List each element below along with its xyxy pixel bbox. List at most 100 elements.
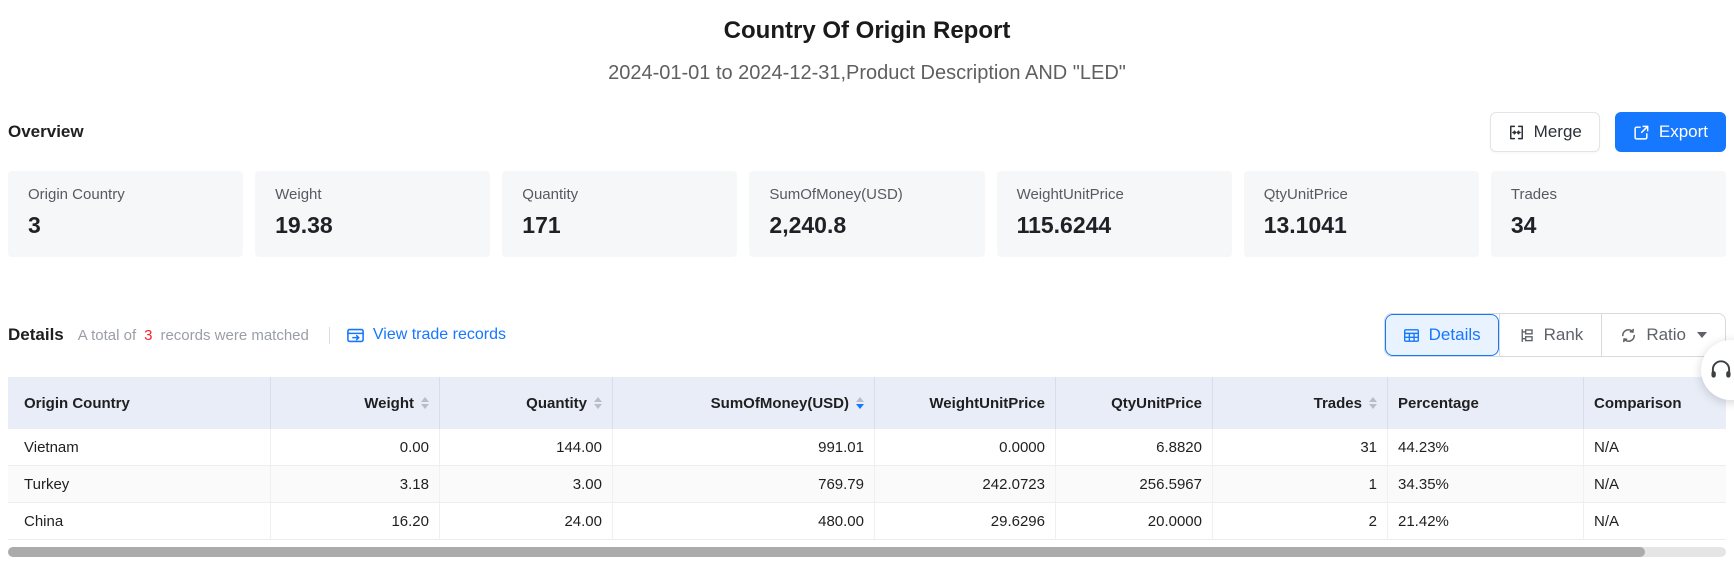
table-row-china: China 16.20 24.00 480.00 29.6296 20.0000 2 21.4… — [8, 503, 1726, 540]
card-value: 13.1041 — [1263, 212, 1347, 238]
summary-suffix: records were matched — [160, 326, 309, 344]
cell-comparison: N/A — [1594, 512, 1620, 530]
sort-carets-icon — [1369, 397, 1377, 409]
overview-card-trades: Trades 34 — [1490, 171, 1726, 257]
sort-carets-icon — [594, 397, 602, 409]
overview-heading: Overview — [8, 122, 84, 141]
overview-card-weightunitprice: WeightUnitPrice 115.6244 — [996, 171, 1232, 257]
card-label: QtyUnitPrice — [1263, 186, 1348, 203]
match-summary: A total of 3 records were matched — [78, 327, 309, 344]
column-label: SumOfMoney(USD) — [710, 394, 849, 412]
merge-button[interactable]: Merge — [1489, 112, 1600, 152]
cell-comparison: N/A — [1594, 438, 1620, 456]
column-header-origin-country: Origin Country — [8, 377, 271, 429]
cell-qtyunitprice: 6.8820 — [1056, 429, 1213, 465]
summary-prefix: A total of — [77, 326, 137, 344]
cell-sumofmoney-usd: 769.79 — [613, 466, 875, 502]
ratio-sync-icon — [1622, 328, 1636, 342]
headset-icon — [1711, 360, 1731, 378]
chevron-down-icon — [1697, 332, 1707, 338]
cell-comparison: N/A — [1594, 475, 1620, 493]
column-header-comparison: Comparison — [1584, 377, 1726, 429]
cell-origin-country: Turkey — [8, 466, 271, 502]
column-label: Trades — [1313, 394, 1362, 412]
cell-trades: 31 — [1213, 429, 1388, 465]
cell-sumofmoney-usd: 991.01 — [613, 429, 875, 465]
card-label: WeightUnitPrice — [1016, 186, 1124, 203]
column-label: QtyUnitPrice — [1111, 394, 1202, 412]
column-header-weight[interactable]: Weight — [271, 377, 440, 429]
cell-weight: 16.20 — [271, 503, 440, 539]
view-mode-details-button[interactable]: Details — [1384, 314, 1499, 356]
column-header-quantity[interactable]: Quantity — [440, 377, 613, 429]
export-button-label: Export — [1658, 122, 1708, 141]
column-header-weightunitprice: WeightUnitPrice — [875, 377, 1056, 429]
cell-percentage: 21.42% — [1388, 503, 1584, 539]
table-icon — [1403, 328, 1419, 342]
view-mode-rank-button[interactable]: Rank — [1498, 314, 1602, 356]
view-mode-ratio-button[interactable]: Ratio — [1601, 314, 1725, 356]
column-header-qtyunitprice: QtyUnitPrice — [1056, 377, 1213, 429]
card-label: Weight — [275, 186, 322, 203]
column-header-trades[interactable]: Trades — [1213, 377, 1388, 429]
column-header-percentage: Percentage — [1388, 377, 1584, 429]
card-value: 19.38 — [275, 212, 333, 238]
card-label: Trades — [1510, 186, 1557, 203]
card-value: 2,240.8 — [769, 212, 847, 238]
export-button[interactable]: Export — [1614, 112, 1726, 152]
details-table: Origin Country Weight Quantity SumOfMoney(U… — [8, 377, 1726, 540]
table-row-turkey: Turkey 3.18 3.00 769.79 242.0723 256.5967 1 34.… — [8, 466, 1726, 503]
column-label: Comparison — [1594, 394, 1682, 412]
rank-icon — [1521, 328, 1533, 342]
table-row-vietnam: Vietnam 0.00 144.00 991.01 0.0000 6.8820 31 44.… — [8, 429, 1726, 466]
cell-percentage: 34.35% — [1388, 466, 1584, 502]
column-label: WeightUnitPrice — [929, 394, 1045, 412]
column-label: Weight — [364, 394, 414, 412]
merge-cells-icon — [1509, 125, 1523, 139]
overview-card-qtyunitprice: QtyUnitPrice 13.1041 — [1243, 171, 1479, 257]
overview-cards: Origin Country 3 Weight 19.38 Quantity 171 Sum… — [0, 171, 1734, 257]
overview-card-quantity: Quantity 171 — [502, 171, 738, 257]
card-value: 171 — [522, 212, 561, 238]
cell-weightunitprice: 242.0723 — [875, 466, 1056, 502]
cell-weightunitprice: 29.6296 — [875, 503, 1056, 539]
view-trade-records-link[interactable]: View trade records — [346, 326, 506, 345]
column-label: Percentage — [1398, 394, 1479, 412]
export-icon — [1634, 125, 1649, 140]
cell-qtyunitprice: 256.5967 — [1056, 466, 1213, 502]
page-title: Country Of Origin Report — [723, 17, 1011, 44]
overview-card-sumofmoney-usd: SumOfMoney(USD) 2,240.8 — [749, 171, 985, 257]
card-label: Origin Country — [28, 186, 125, 203]
column-label: Origin Country — [24, 394, 130, 412]
merge-button-label: Merge — [1533, 122, 1582, 141]
view-mode-rank-label: Rank — [1543, 325, 1584, 344]
cell-sumofmoney-usd: 480.00 — [613, 503, 875, 539]
cell-qtyunitprice: 20.0000 — [1056, 503, 1213, 539]
view-trade-records-label: View trade records — [372, 326, 506, 343]
view-mode-details-label: Details — [1428, 325, 1481, 344]
sort-carets-icon — [421, 397, 429, 409]
card-value: 115.6244 — [1016, 212, 1112, 238]
horizontal-scrollbar-thumb[interactable] — [8, 547, 1646, 557]
sort-carets-icon — [856, 397, 864, 409]
table-body: Vietnam 0.00 144.00 991.01 0.0000 6.8820 31 44.… — [8, 429, 1726, 540]
overview-card-weight: Weight 19.38 — [255, 171, 491, 257]
vertical-divider — [328, 326, 330, 344]
matched-count: 3 — [144, 326, 153, 344]
table-header-row: Origin Country Weight Quantity SumOfMoney(U… — [8, 377, 1726, 429]
trade-records-icon — [347, 328, 364, 342]
card-value: 34 — [1510, 212, 1537, 238]
column-header-sumofmoney-usd[interactable]: SumOfMoney(USD) — [613, 377, 875, 429]
cell-origin-country: China — [8, 503, 271, 539]
cell-weight: 3.18 — [271, 466, 440, 502]
overview-actions: Merge Export — [1489, 112, 1726, 152]
card-label: SumOfMoney(USD) — [769, 186, 903, 203]
cell-trades: 2 — [1213, 503, 1388, 539]
column-label: Quantity — [526, 394, 587, 412]
cell-weight: 0.00 — [271, 429, 440, 465]
overview-card-origin-country: Origin Country 3 — [8, 171, 244, 257]
cell-quantity: 24.00 — [440, 503, 613, 539]
overview-bar: Overview Merge Export — [0, 111, 1734, 153]
cell-quantity: 3.00 — [440, 466, 613, 502]
